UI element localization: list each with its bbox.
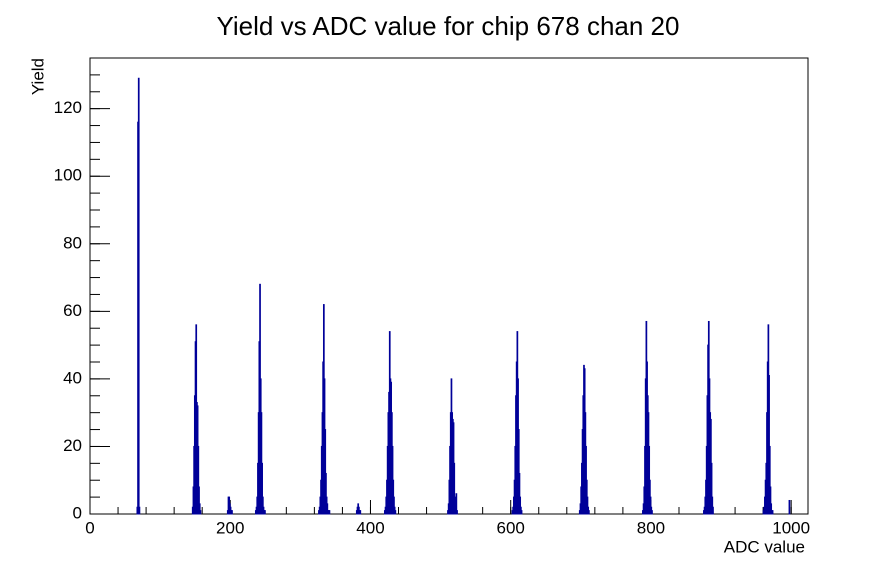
bar <box>328 510 331 515</box>
y-tick-label: 0 <box>73 503 82 522</box>
bar <box>712 506 714 515</box>
y-axis-label: Yield <box>28 58 47 95</box>
x-axis-label: ADC value <box>724 537 805 556</box>
x-tick-label: 800 <box>637 518 665 537</box>
y-tick-label: 80 <box>63 233 82 252</box>
bar <box>137 77 140 515</box>
y-tick-label: 120 <box>54 98 82 117</box>
bar <box>138 506 141 515</box>
bar <box>394 510 397 515</box>
y-tick-label: 20 <box>63 436 82 455</box>
bar <box>264 510 266 515</box>
y-tick-label: 60 <box>63 301 82 320</box>
bar <box>520 510 523 515</box>
x-tick-label: 600 <box>497 518 525 537</box>
x-tick-label: 200 <box>216 518 244 537</box>
bar <box>651 510 653 515</box>
x-tick-label: 400 <box>356 518 384 537</box>
bar <box>788 499 791 515</box>
x-tick-label: 1000 <box>772 518 810 537</box>
x-tick-label: 0 <box>85 518 94 537</box>
chart-title: Yield vs ADC value for chip 678 chan 20 <box>217 11 680 41</box>
bar <box>588 510 590 515</box>
bar <box>359 510 362 515</box>
bar <box>199 510 202 515</box>
y-tick-label: 40 <box>63 368 82 387</box>
y-tick-label: 100 <box>54 166 82 185</box>
bar <box>456 510 458 515</box>
bar <box>771 510 774 515</box>
bar <box>231 510 233 515</box>
